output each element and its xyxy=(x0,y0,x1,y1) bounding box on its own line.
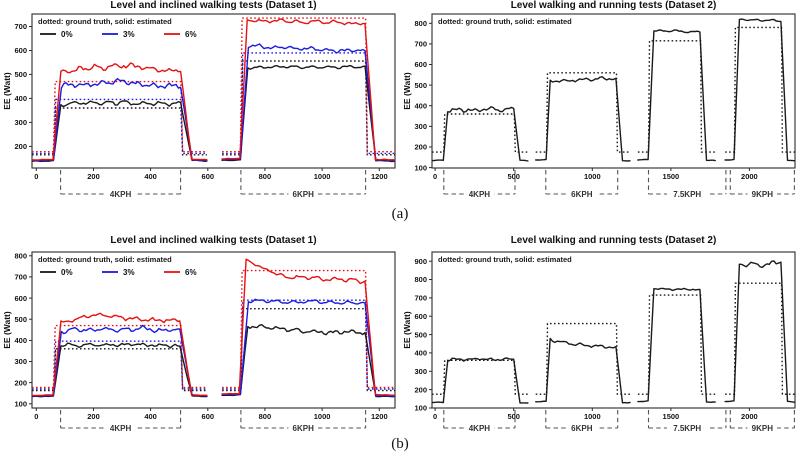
svg-text:EE (Watt): EE (Watt) xyxy=(2,311,12,349)
svg-text:300: 300 xyxy=(414,122,427,131)
svg-text:600: 600 xyxy=(414,312,427,321)
svg-text:700: 700 xyxy=(414,294,427,303)
svg-text:100: 100 xyxy=(14,400,27,409)
panel-label-b: (b) xyxy=(391,436,409,452)
svg-text:500: 500 xyxy=(414,330,427,339)
svg-text:6%: 6% xyxy=(185,268,197,277)
svg-text:1000: 1000 xyxy=(584,172,601,181)
chart-level-inclined-walking-dataset1-b: Level and inclined walking tests (Datase… xyxy=(2,235,396,433)
svg-text:100: 100 xyxy=(414,163,427,172)
svg-text:1000: 1000 xyxy=(314,412,331,421)
svg-text:400: 400 xyxy=(14,94,27,103)
svg-text:600: 600 xyxy=(14,46,27,55)
svg-text:400: 400 xyxy=(414,101,427,110)
svg-text:0%: 0% xyxy=(61,268,73,277)
svg-text:400: 400 xyxy=(144,172,157,181)
chart-level-walking-running-dataset2-b: Level walking and running tests (Dataset… xyxy=(402,235,796,433)
svg-text:Level and inclined walking tes: Level and inclined walking tests (Datase… xyxy=(110,0,316,11)
svg-text:600: 600 xyxy=(14,294,27,303)
svg-text:2000: 2000 xyxy=(741,412,758,421)
svg-text:EE (Watt): EE (Watt) xyxy=(402,72,412,110)
svg-text:9KPH: 9KPH xyxy=(752,190,774,199)
svg-text:600: 600 xyxy=(202,172,215,181)
svg-text:4KPH: 4KPH xyxy=(110,190,132,199)
svg-text:600: 600 xyxy=(414,60,427,69)
svg-text:0: 0 xyxy=(433,172,437,181)
chart-cell-top-left: Level and inclined walking tests (Datase… xyxy=(2,0,400,206)
svg-text:300: 300 xyxy=(414,367,427,376)
svg-text:3%: 3% xyxy=(123,30,135,39)
svg-text:900: 900 xyxy=(414,257,427,266)
chart-cell-bottom-right: Level walking and running tests (Dataset… xyxy=(402,228,800,437)
svg-text:dotted: ground truth, solid: e: dotted: ground truth, solid: estimated xyxy=(38,17,172,26)
svg-text:Level and inclined walking tes: Level and inclined walking tests (Datase… xyxy=(110,235,316,246)
svg-text:dotted: ground truth, solid: e: dotted: ground truth, solid: estimated xyxy=(438,255,572,264)
svg-text:0: 0 xyxy=(34,412,38,421)
svg-text:700: 700 xyxy=(14,22,27,31)
svg-text:7.5KPH: 7.5KPH xyxy=(673,424,701,433)
svg-text:1000: 1000 xyxy=(584,412,601,421)
svg-text:300: 300 xyxy=(14,118,27,127)
svg-text:600: 600 xyxy=(202,412,215,421)
svg-text:4KPH: 4KPH xyxy=(110,424,132,433)
svg-text:300: 300 xyxy=(14,357,27,366)
svg-text:6KPH: 6KPH xyxy=(571,424,593,433)
svg-text:800: 800 xyxy=(14,252,27,261)
svg-text:1500: 1500 xyxy=(663,412,680,421)
svg-text:700: 700 xyxy=(14,273,27,282)
svg-text:7.5KPH: 7.5KPH xyxy=(673,190,701,199)
svg-text:400: 400 xyxy=(414,349,427,358)
svg-text:200: 200 xyxy=(14,378,27,387)
svg-text:0: 0 xyxy=(34,172,38,181)
svg-text:1200: 1200 xyxy=(371,412,388,421)
svg-text:400: 400 xyxy=(14,336,27,345)
chart-level-walking-running-dataset2-a: Level walking and running tests (Dataset… xyxy=(402,0,796,199)
chart-cell-top-right: Level walking and running tests (Dataset… xyxy=(402,0,800,206)
svg-text:200: 200 xyxy=(87,412,100,421)
svg-text:4KPH: 4KPH xyxy=(469,190,491,199)
svg-text:6KPH: 6KPH xyxy=(571,190,593,199)
svg-text:800: 800 xyxy=(414,19,427,28)
chart-level-inclined-walking-dataset1-a: Level and inclined walking tests (Datase… xyxy=(2,0,396,199)
svg-text:0: 0 xyxy=(433,412,437,421)
svg-text:700: 700 xyxy=(414,40,427,49)
svg-text:800: 800 xyxy=(414,275,427,284)
svg-text:6%: 6% xyxy=(185,30,197,39)
svg-text:400: 400 xyxy=(144,412,157,421)
svg-text:500: 500 xyxy=(14,70,27,79)
svg-text:1200: 1200 xyxy=(371,172,388,181)
chart-cell-bottom-left: Level and inclined walking tests (Datase… xyxy=(2,228,400,437)
svg-text:200: 200 xyxy=(414,143,427,152)
svg-text:Level walking and running test: Level walking and running tests (Dataset… xyxy=(511,0,717,11)
svg-text:dotted: ground truth, solid: e: dotted: ground truth, solid: estimated xyxy=(38,255,172,264)
svg-text:0%: 0% xyxy=(61,30,73,39)
svg-text:EE (Watt): EE (Watt) xyxy=(2,72,12,110)
svg-text:2000: 2000 xyxy=(741,172,758,181)
svg-text:Level walking and running test: Level walking and running tests (Dataset… xyxy=(511,235,717,246)
svg-text:200: 200 xyxy=(87,172,100,181)
svg-text:800: 800 xyxy=(259,412,272,421)
svg-text:800: 800 xyxy=(259,172,272,181)
svg-text:EE (Watt): EE (Watt) xyxy=(402,311,412,349)
svg-text:500: 500 xyxy=(507,412,520,421)
svg-text:1000: 1000 xyxy=(314,172,331,181)
svg-text:6KPH: 6KPH xyxy=(293,424,315,433)
svg-text:200: 200 xyxy=(14,142,27,151)
svg-text:100: 100 xyxy=(414,404,427,413)
svg-text:1500: 1500 xyxy=(663,172,680,181)
svg-text:6KPH: 6KPH xyxy=(293,190,315,199)
svg-text:4KPH: 4KPH xyxy=(469,424,491,433)
svg-text:500: 500 xyxy=(14,315,27,324)
svg-text:500: 500 xyxy=(414,81,427,90)
svg-text:dotted: ground truth, solid: e: dotted: ground truth, solid: estimated xyxy=(438,17,572,26)
panel-label-a: (a) xyxy=(391,206,409,222)
svg-text:500: 500 xyxy=(507,172,520,181)
svg-text:3%: 3% xyxy=(123,268,135,277)
svg-text:200: 200 xyxy=(414,385,427,394)
svg-text:9KPH: 9KPH xyxy=(752,424,774,433)
